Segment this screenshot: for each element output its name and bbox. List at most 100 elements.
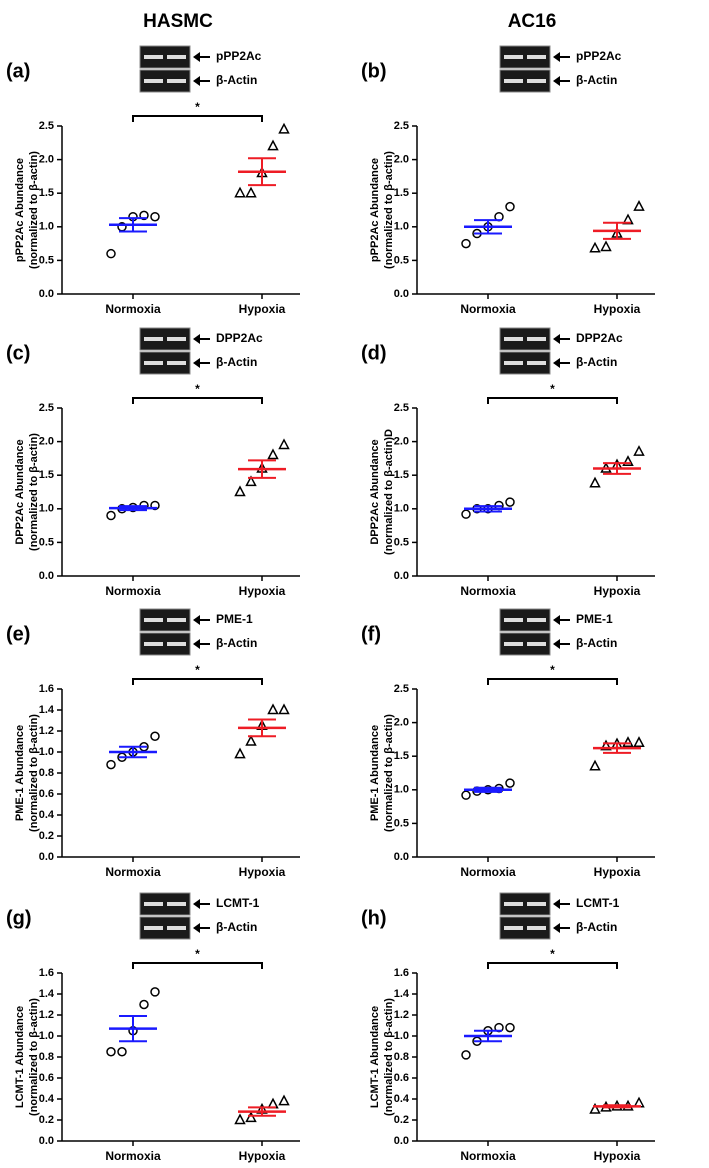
blot-label: LCMT-1	[576, 896, 620, 910]
arrow-head	[553, 358, 560, 368]
y-axis-label: (normalized to β-actin)D	[383, 429, 395, 555]
data-point	[278, 122, 290, 134]
blot-band	[167, 902, 186, 906]
blot-band	[167, 361, 186, 365]
y-tick-label: 1.4	[39, 704, 55, 716]
blot-band	[167, 926, 186, 930]
data-point	[245, 475, 257, 487]
blot-band	[504, 79, 523, 83]
x-tick-label: Hypoxia	[594, 1149, 641, 1163]
y-tick-label: 0.0	[39, 570, 54, 582]
y-tick-label: 0.5	[394, 536, 409, 548]
blot-band	[527, 618, 546, 622]
data-point	[622, 455, 634, 467]
panel: (c) DPP2Ac β-Actin 0.0 0.5 1.0 1.5 2.0 2.5 DPP2Ac…	[6, 327, 300, 598]
data-point	[505, 497, 515, 507]
y-tick-label: 1.2	[394, 1009, 409, 1021]
y-tick-label: 1.0	[394, 221, 409, 233]
panel: (e) PME-1 β-Actin 0.0 0.2 0.4 0.6 0.8 1.0 1.2 1.4 1…	[6, 608, 300, 879]
blot-band	[504, 926, 523, 930]
significance-label: *	[550, 947, 555, 961]
y-tick-label: 0.2	[39, 1114, 54, 1126]
x-tick-label: Hypoxia	[594, 302, 641, 316]
column-header: AC16	[508, 11, 557, 32]
significance-bracket	[132, 115, 263, 122]
blot-label: β-Actin	[576, 73, 617, 87]
x-tick-label: Normoxia	[105, 1149, 161, 1163]
y-tick-label: 2.5	[394, 120, 409, 132]
y-tick-label: 2.0	[394, 154, 409, 166]
data-point	[150, 500, 160, 511]
data-point	[505, 778, 515, 788]
data-point	[234, 1113, 246, 1125]
blot-band	[144, 361, 163, 365]
y-tick-label: 2.5	[394, 402, 409, 414]
blot	[499, 69, 551, 93]
y-tick-label: 1.5	[39, 187, 54, 199]
panel-label: (b)	[361, 60, 387, 82]
y-tick-label: 0.8	[394, 1051, 409, 1063]
y-axis-label: PME-1 Abundance	[14, 725, 26, 821]
significance-label: *	[195, 663, 200, 677]
y-tick-label: 1.0	[39, 503, 54, 515]
blot-label: β-Actin	[216, 920, 257, 934]
significance-bracket	[132, 962, 263, 969]
y-tick-label: 1.6	[394, 967, 409, 979]
blot-label: pPP2Ac	[216, 49, 262, 63]
x-tick-label: Hypoxia	[239, 584, 286, 598]
panel: (g) LCMT-1 β-Actin 0.0 0.2 0.4 0.6 0.8 1.0 1.2 1.4…	[6, 892, 300, 1163]
data-point	[245, 1111, 257, 1123]
y-tick-label: 2.0	[394, 436, 409, 448]
panel: (d) DPP2Ac β-Actin 0.0 0.5 1.0 1.5 2.0 2.5 DPP2Ac…	[361, 327, 655, 598]
panel: (f) PME-1 β-Actin 0.0 0.5 1.0 1.5 2.0 2.5 PME-1 A…	[361, 608, 655, 879]
blot-label: β-Actin	[576, 636, 617, 650]
data-point	[461, 790, 471, 800]
data-point	[106, 248, 116, 259]
blot	[139, 916, 191, 940]
y-tick-label: 0.4	[39, 1093, 55, 1105]
y-tick-label: 0.4	[39, 809, 55, 821]
data-point	[245, 734, 257, 746]
blot-band	[504, 55, 523, 59]
data-point	[505, 1022, 515, 1033]
blot	[499, 892, 551, 916]
data-point	[278, 438, 290, 450]
blot-band	[504, 642, 523, 646]
blot-label: PME-1	[576, 612, 613, 626]
y-axis-label: (normalized to β-actin)	[383, 151, 395, 269]
y-tick-label: 2.0	[39, 154, 54, 166]
arrow-head	[193, 334, 200, 344]
y-tick-label: 2.5	[39, 402, 54, 414]
blot-band	[167, 642, 186, 646]
data-point	[267, 703, 279, 715]
data-point	[589, 241, 601, 253]
data-point	[278, 1094, 290, 1106]
arrow-head	[193, 358, 200, 368]
data-point	[461, 238, 471, 249]
y-axis-label: LCMT-1 Abundance	[14, 1006, 26, 1108]
y-tick-label: 0.5	[39, 254, 54, 266]
blot-band	[167, 79, 186, 83]
y-axis-label: (normalized to β-actin)	[28, 433, 40, 551]
x-tick-label: Normoxia	[460, 865, 516, 879]
arrow-head	[193, 52, 200, 62]
x-tick-label: Normoxia	[460, 584, 516, 598]
data-point	[633, 445, 645, 456]
blot-band	[144, 642, 163, 646]
y-axis-label: (normalized to β-actin)	[28, 714, 40, 832]
blot-label: β-Actin	[216, 73, 257, 87]
blot-label: β-Actin	[216, 355, 257, 369]
arrow-head	[193, 923, 200, 933]
y-tick-label: 2.0	[39, 436, 54, 448]
blot-label: β-Actin	[216, 636, 257, 650]
blot-label: β-Actin	[576, 355, 617, 369]
y-tick-label: 2.5	[394, 683, 409, 695]
data-point	[633, 736, 645, 748]
data-point	[505, 201, 515, 212]
y-tick-label: 1.0	[394, 503, 409, 515]
arrow-head	[553, 76, 560, 86]
blot-band	[144, 902, 163, 906]
blot	[499, 916, 551, 940]
blot	[139, 327, 191, 351]
blot-band	[144, 337, 163, 341]
